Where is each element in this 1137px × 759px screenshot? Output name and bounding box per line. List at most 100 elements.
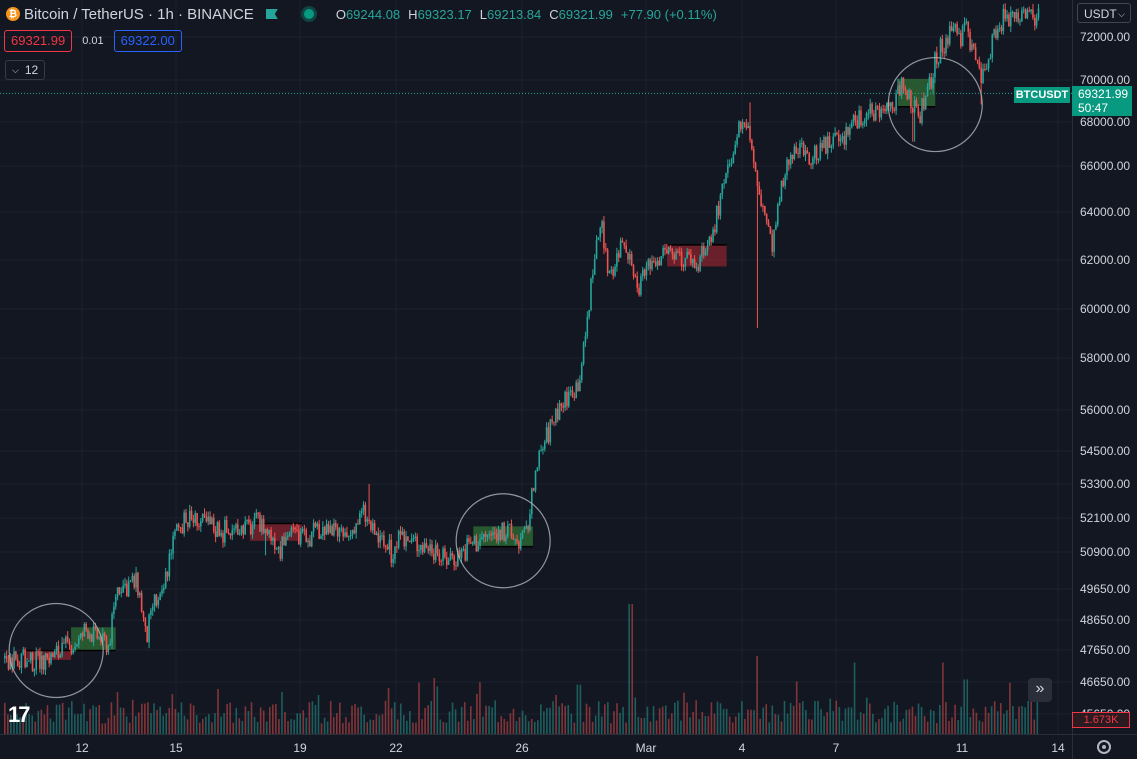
last-price-value: 69321.99 xyxy=(1078,87,1129,101)
flag-icon[interactable] xyxy=(265,9,278,19)
candle-body xyxy=(196,513,198,526)
candle-body xyxy=(575,382,578,398)
tradingview-logo-icon[interactable]: 17 xyxy=(8,702,31,727)
candle-body xyxy=(124,583,126,586)
volume-bar xyxy=(850,707,853,734)
candle-body xyxy=(643,269,646,276)
volume-bar xyxy=(305,717,308,734)
price-axis-label: 47650.00 xyxy=(1080,643,1130,657)
candle-body xyxy=(183,512,185,534)
candle-body xyxy=(40,655,43,669)
volume-bar xyxy=(716,701,719,734)
candle-body xyxy=(997,28,999,38)
volume-bar xyxy=(232,722,235,734)
gear-icon[interactable] xyxy=(1097,740,1111,754)
candle-body xyxy=(691,258,694,263)
candle-body xyxy=(658,260,661,266)
candle-body xyxy=(934,52,936,78)
high-key: H xyxy=(408,6,418,22)
highlight-circle xyxy=(887,56,983,153)
candle-body xyxy=(464,549,467,561)
symbol-title[interactable]: Bitcoin / TetherUS · 1h · BINANCE xyxy=(24,5,254,23)
volume-bar xyxy=(439,719,442,734)
volume-bar xyxy=(524,715,527,734)
indicators-toggle[interactable]: ⌵ 12 xyxy=(5,60,46,80)
volume-bar xyxy=(838,707,841,734)
market-status-icon[interactable] xyxy=(303,9,314,19)
candle-body xyxy=(752,148,755,163)
candle-body xyxy=(460,549,463,558)
volume-bar xyxy=(661,706,664,734)
price-axis-label: 52100.00 xyxy=(1080,511,1130,525)
volume-bar xyxy=(479,682,481,734)
volume-bar xyxy=(856,719,859,734)
candle-body xyxy=(242,525,245,535)
buy-price-button[interactable]: 69322.00 xyxy=(113,30,182,52)
candle-body xyxy=(275,548,278,550)
candle-body xyxy=(708,237,711,246)
volume-bar xyxy=(61,702,64,734)
candle-body xyxy=(5,655,8,659)
candle-body xyxy=(163,587,165,590)
candle-body xyxy=(305,530,308,543)
scroll-to-realtime-button[interactable]: » xyxy=(1028,678,1052,702)
candle-body xyxy=(518,541,520,549)
candle-body xyxy=(416,536,418,552)
candle-body xyxy=(751,140,753,149)
candle-body xyxy=(651,260,653,269)
currency-unit-select[interactable]: USDT ⌵ xyxy=(1077,3,1131,23)
sell-price-button[interactable]: 69321.99 xyxy=(4,30,73,52)
candle-body xyxy=(545,427,548,443)
volume-bar xyxy=(518,717,521,734)
candle-body xyxy=(889,102,892,107)
candle-body xyxy=(90,634,93,642)
candle-body xyxy=(801,142,803,144)
candle-body xyxy=(172,535,174,554)
candle-body xyxy=(1009,12,1012,27)
candle-body xyxy=(425,543,428,548)
candle-body xyxy=(76,644,78,647)
volume-bar xyxy=(750,709,752,734)
candle-body xyxy=(754,162,757,172)
candle-body xyxy=(444,548,446,558)
candle-body xyxy=(985,68,988,70)
candle-body xyxy=(1006,14,1008,19)
candle-body xyxy=(723,183,725,185)
volume-bar xyxy=(939,705,941,734)
candle-body xyxy=(690,253,692,263)
chevron-down-icon: ⌵ xyxy=(1118,9,1125,19)
candle-body xyxy=(200,520,202,527)
volume-bar xyxy=(652,706,655,734)
volume-bar xyxy=(125,716,128,734)
volume-bar xyxy=(144,703,146,734)
candle-body xyxy=(725,172,727,184)
candle-body xyxy=(906,90,909,99)
candle-body xyxy=(604,248,607,250)
candle-body xyxy=(558,403,561,420)
volume-bar xyxy=(415,722,417,734)
volume-bar xyxy=(1024,707,1026,734)
volume-bar xyxy=(448,711,451,734)
volume-bar xyxy=(281,691,283,734)
volume-bar xyxy=(192,705,195,734)
candle-body xyxy=(778,200,781,205)
volume-bar xyxy=(34,721,37,734)
volume-bar xyxy=(418,682,420,734)
open-key: O xyxy=(335,6,346,22)
candle-body xyxy=(972,44,975,48)
volume-bar xyxy=(268,707,271,734)
volume-bar xyxy=(406,720,408,734)
candle-body xyxy=(103,633,106,638)
candle-body xyxy=(66,636,69,642)
volume-bar xyxy=(728,716,731,734)
candle-body xyxy=(821,143,823,148)
volume-bar xyxy=(960,706,962,734)
volume-bar xyxy=(335,713,338,734)
candle-body xyxy=(641,269,644,277)
candle-body xyxy=(179,527,182,529)
candle-body xyxy=(396,546,398,548)
candle-body xyxy=(447,560,450,565)
candle-body xyxy=(362,504,365,511)
volume-bar xyxy=(494,700,496,734)
